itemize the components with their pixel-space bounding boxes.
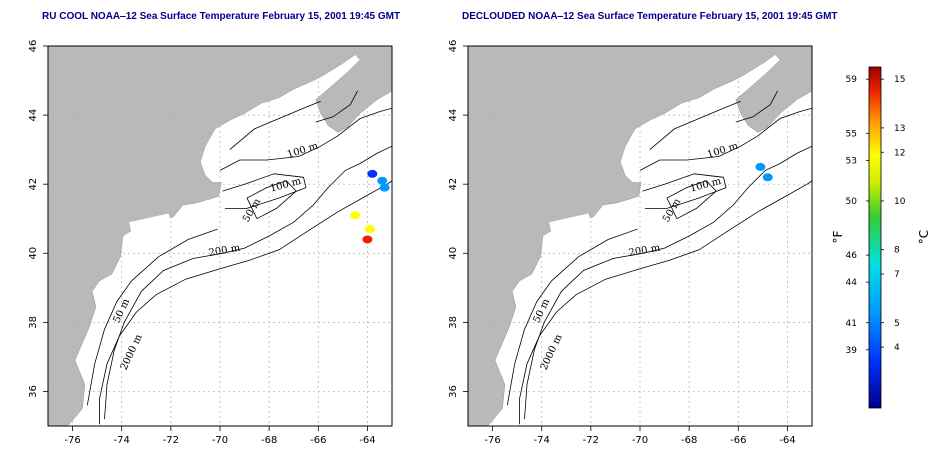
lat-tick-label: 42 — [28, 178, 39, 191]
sst-patch — [364, 225, 375, 234]
long-island-sound — [129, 213, 171, 233]
lat-tick-label: 38 — [28, 316, 39, 329]
bathymetry-contour — [735, 90, 778, 123]
sst-patch — [367, 169, 378, 178]
land-mass — [48, 46, 392, 426]
colorbar-label-f: 46 — [846, 251, 858, 261]
lon-tick-label: -64 — [359, 435, 375, 446]
lon-tick-label: -68 — [261, 435, 277, 446]
bathymetry-contour — [506, 228, 638, 406]
bathymetry-contour — [642, 173, 727, 209]
panel-title-left: RU COOL NOAA‒12 Sea Surface Temperature … — [42, 11, 401, 22]
bathymetry-contour — [99, 180, 392, 425]
lat-tick-label: 46 — [448, 40, 459, 53]
lon-tick-label: -68 — [681, 435, 697, 446]
land-mass — [468, 46, 812, 426]
colorbar-label-c: 4 — [894, 343, 900, 353]
colorbar-label-f: 50 — [846, 197, 858, 207]
lat-tick-label: 36 — [448, 385, 459, 398]
lon-tick-label: -64 — [779, 435, 795, 446]
bathymetry-contour — [246, 180, 297, 220]
colorbar-label-f: 41 — [846, 319, 857, 329]
lon-tick-label: -74 — [114, 435, 130, 446]
colorbar-label-c: 5 — [894, 319, 900, 329]
sst-patch — [379, 183, 390, 192]
colorbar-unit-c: °C — [917, 230, 931, 244]
lon-tick-label: -76 — [484, 435, 500, 446]
bathymetry-contour — [524, 145, 812, 420]
lat-tick-label: 40 — [448, 247, 459, 260]
lon-tick-label: -72 — [163, 435, 179, 446]
lon-tick-label: -70 — [212, 435, 228, 446]
colorbar-gradient — [868, 66, 882, 409]
sst-patch — [755, 162, 766, 171]
lon-tick-label: -66 — [730, 435, 746, 446]
lat-tick-label: 46 — [28, 40, 39, 53]
lat-tick-label: 38 — [448, 316, 459, 329]
temperature-colorbar: 59 55 53 50 46 44 41 39 15 13 12 10 8 7 5 4 °F °C — [831, 66, 931, 409]
bathymetry-contour — [315, 90, 358, 123]
panel-title-right: DECLOUDED NOAA‒12 Sea Surface Temperatur… — [462, 11, 838, 22]
sst-patch — [762, 173, 773, 182]
colorbar-label-f: 44 — [846, 278, 858, 288]
lat-tick-label: 42 — [448, 178, 459, 191]
long-island-sound — [549, 213, 591, 233]
bathymetry-contour — [519, 180, 812, 425]
colorbar-label-f: 55 — [846, 129, 857, 139]
colorbar-label-c: 12 — [894, 148, 905, 158]
bathymetry-contour — [229, 100, 321, 150]
lon-tick-label: -70 — [632, 435, 648, 446]
lat-tick-label: 44 — [448, 109, 459, 122]
colorbar-label-c: 7 — [894, 270, 900, 280]
lat-tick-label: 36 — [28, 385, 39, 398]
sst-patch — [377, 176, 388, 185]
bathymetry-contour — [222, 173, 307, 209]
bathymetry-contour — [86, 228, 218, 406]
lon-tick-label: -72 — [583, 435, 599, 446]
lon-tick-label: -76 — [64, 435, 80, 446]
colorbar-label-c: 10 — [894, 197, 906, 207]
sst-patch — [362, 235, 373, 244]
lat-tick-label: 44 — [28, 109, 39, 122]
bathymetry-contour — [639, 107, 812, 171]
lon-tick-label: -66 — [310, 435, 326, 446]
colorbar-label-f: 39 — [846, 346, 858, 356]
colorbar-label-c: 13 — [894, 124, 905, 134]
bathymetry-contour — [666, 180, 717, 220]
colorbar-unit-f: °F — [831, 230, 845, 243]
sst-patch — [350, 211, 361, 220]
bathymetry-contour — [104, 145, 392, 420]
colorbar-label-f: 59 — [846, 75, 858, 85]
colorbar-label-c: 8 — [894, 246, 900, 256]
colorbar-label-f: 53 — [846, 156, 857, 166]
lon-tick-label: -74 — [534, 435, 550, 446]
bathymetry-contour — [219, 107, 392, 171]
lat-tick-label: 40 — [28, 247, 39, 260]
colorbar-label-c: 15 — [894, 75, 905, 85]
bathymetry-contour — [649, 100, 741, 150]
